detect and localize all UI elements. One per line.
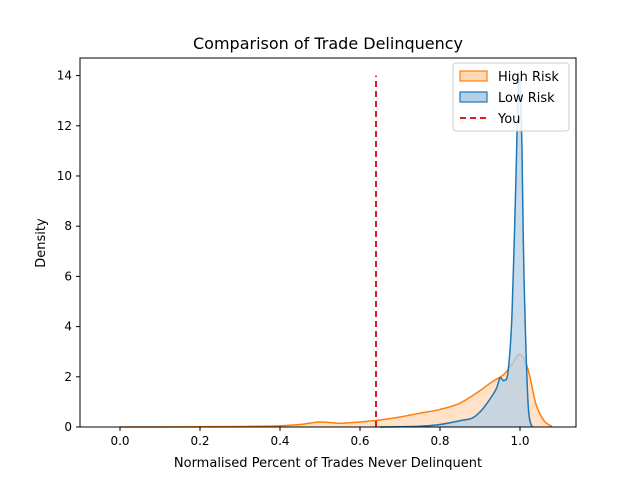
chart-title: Comparison of Trade Delinquency — [193, 34, 463, 53]
x-tick-label: 1.0 — [510, 434, 529, 448]
y-axis-label: Density — [34, 218, 49, 268]
y-tick-label: 0 — [64, 420, 72, 434]
x-tick-label: 0.0 — [110, 434, 129, 448]
y-axis-ticks: 0 2 4 6 8 10 12 14 — [57, 69, 80, 434]
x-axis-ticks: 0.0 0.2 0.4 0.6 0.8 1.0 — [110, 427, 530, 448]
legend-swatch-low-risk — [459, 91, 488, 103]
y-tick-label: 14 — [57, 69, 72, 83]
x-axis-label: Normalised Percent of Trades Never Delin… — [174, 456, 482, 471]
x-tick-label: 0.2 — [190, 434, 209, 448]
series-line-low-risk — [379, 77, 533, 428]
legend: High Risk Low Risk You — [452, 62, 570, 132]
series-area-low-risk — [380, 77, 532, 427]
legend-label-low-risk: Low Risk — [498, 91, 555, 106]
y-tick-label: 8 — [64, 219, 72, 233]
legend-label-high-risk: High Risk — [498, 70, 559, 85]
y-tick-label: 6 — [64, 269, 72, 283]
y-tick-label: 2 — [64, 370, 72, 384]
x-tick-label: 0.8 — [430, 434, 449, 448]
y-tick-label: 12 — [57, 119, 72, 133]
legend-swatch-high-risk — [459, 70, 488, 82]
x-tick-label: 0.4 — [270, 434, 289, 448]
plot-area — [120, 75, 553, 428]
legend-label-you: You — [497, 112, 520, 127]
plot-frame — [79, 57, 577, 428]
x-tick-label: 0.6 — [350, 434, 369, 448]
y-tick-label: 4 — [64, 320, 72, 334]
y-tick-label: 10 — [57, 169, 72, 183]
